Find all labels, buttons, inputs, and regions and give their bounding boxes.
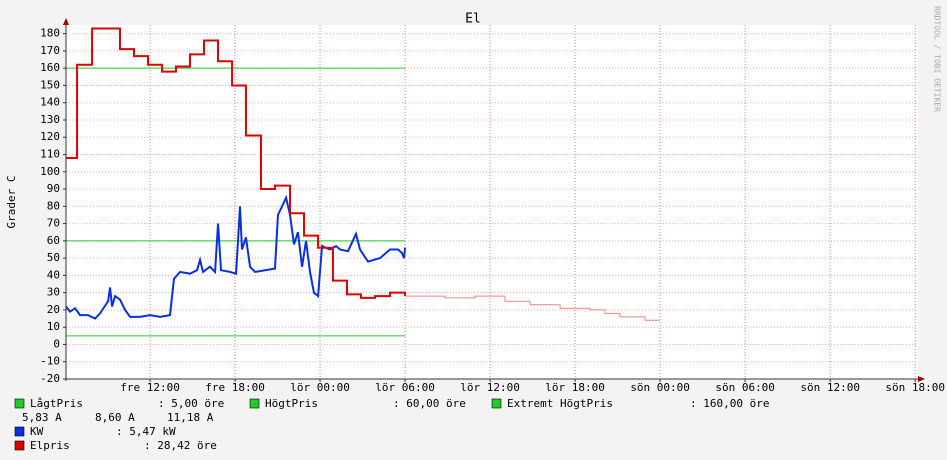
legend-note: 8,60 A bbox=[95, 411, 135, 424]
y-arrow bbox=[63, 18, 69, 25]
y-tick-label: 10 bbox=[47, 320, 60, 333]
y-tick-label: 0 bbox=[53, 337, 60, 350]
x-tick-label: fre 18:00 bbox=[205, 381, 265, 394]
x-tick-label: fre 12:00 bbox=[120, 381, 180, 394]
x-tick-label: lör 18:00 bbox=[545, 381, 605, 394]
x-tick-label: sön 06:00 bbox=[715, 381, 775, 394]
y-tick-label: 160 bbox=[40, 61, 60, 74]
legend-swatch bbox=[14, 398, 25, 409]
y-tick-label: 150 bbox=[40, 78, 60, 91]
y-tick-label: 130 bbox=[40, 113, 60, 126]
x-tick-label: lör 00:00 bbox=[290, 381, 350, 394]
legend-label: KW bbox=[30, 425, 44, 438]
series-line bbox=[405, 295, 660, 321]
watermark: RRDTOOL / TOBI OETIKER bbox=[933, 6, 942, 112]
y-tick-label: 100 bbox=[40, 165, 60, 178]
legend-swatch bbox=[14, 426, 25, 437]
x-tick-label: sön 00:00 bbox=[630, 381, 690, 394]
marks bbox=[65, 27, 660, 337]
legend-note: 11,18 A bbox=[167, 411, 214, 424]
y-tick-label: 120 bbox=[40, 130, 60, 143]
y-tick-label: 180 bbox=[40, 27, 60, 40]
legend-swatch bbox=[249, 398, 260, 409]
legend-value: : 5,00 öre bbox=[158, 397, 224, 410]
legend-value: : 28,42 öre bbox=[144, 439, 217, 452]
legend-swatch bbox=[14, 440, 25, 451]
series-line bbox=[66, 27, 407, 299]
legend-label: HögtPris bbox=[265, 397, 318, 410]
plot-area bbox=[66, 25, 918, 379]
x-arrow bbox=[918, 376, 925, 382]
y-tick-label: 70 bbox=[47, 217, 60, 230]
legend-swatch bbox=[491, 398, 502, 409]
y-axis-label: Grader C bbox=[5, 176, 18, 229]
legend: LågtPris : 5,00 öre HögtPris : 60,00 öre Ext… bbox=[14, 397, 769, 452]
x-tick-label: lör 06:00 bbox=[375, 381, 435, 394]
y-tick-label: 110 bbox=[40, 148, 60, 161]
y-tick-label: 90 bbox=[47, 182, 60, 195]
legend-value: : 160,00 öre bbox=[690, 397, 769, 410]
y-tick-label: 50 bbox=[47, 251, 60, 264]
legend-value: : 5,47 kW bbox=[116, 425, 176, 438]
y-tick-label: -10 bbox=[40, 355, 60, 368]
x-tick-label: sön 12:00 bbox=[800, 381, 860, 394]
legend-label: Extremt HögtPris bbox=[507, 397, 613, 410]
legend-label: Elpris bbox=[30, 439, 70, 452]
legend-label: LågtPris bbox=[30, 397, 83, 410]
y-tick-label: -20 bbox=[40, 372, 60, 385]
y-tick-label: 40 bbox=[47, 268, 60, 281]
legend-note: 5,83 A bbox=[22, 411, 62, 424]
y-tick-label: 170 bbox=[40, 44, 60, 57]
series-line bbox=[65, 194, 407, 320]
y-tick-label: 30 bbox=[47, 286, 60, 299]
y-tick-label: 80 bbox=[47, 199, 60, 212]
legend-value: : 60,00 öre bbox=[393, 397, 466, 410]
y-tick-label: 20 bbox=[47, 303, 60, 316]
y-tick-label: 140 bbox=[40, 96, 60, 109]
x-tick-label: sön 18:00 bbox=[885, 381, 945, 394]
x-tick-label: lör 12:00 bbox=[460, 381, 520, 394]
chart-title: El bbox=[465, 12, 481, 27]
y-tick-label: 60 bbox=[47, 234, 60, 247]
